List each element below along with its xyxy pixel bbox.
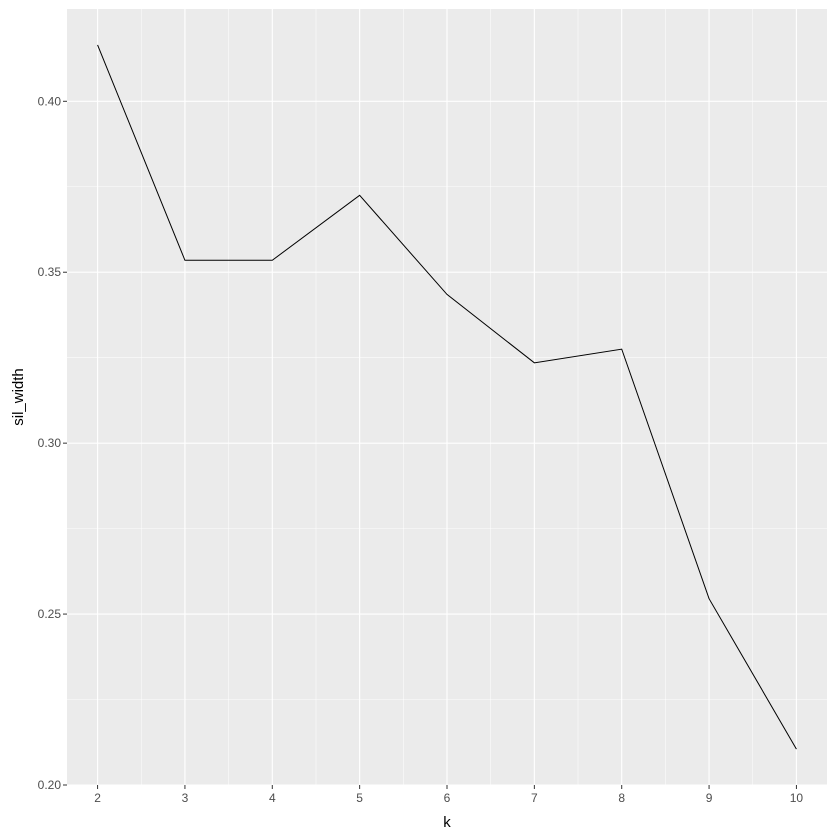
- y-tick-label: 0.30: [38, 436, 62, 450]
- y-axis-ticks: 0.20 0.25 0.30 0.35 0.40: [38, 94, 67, 792]
- y-axis-title: sil_width: [10, 368, 27, 426]
- x-tick-label: 5: [356, 791, 363, 805]
- x-tick-label: 3: [182, 791, 189, 805]
- x-tick-label: 8: [618, 791, 625, 805]
- x-tick-label: 4: [269, 791, 276, 805]
- x-tick-label: 9: [706, 791, 713, 805]
- y-tick-label: 0.20: [38, 778, 62, 792]
- series-line: [97, 44, 797, 750]
- x-tick-label: 10: [790, 791, 804, 805]
- x-tick-label: 6: [444, 791, 451, 805]
- x-tick-label: 2: [94, 791, 101, 805]
- y-tick-label: 0.40: [38, 94, 62, 108]
- x-axis-title: k: [443, 814, 451, 831]
- x-tick-label: 7: [531, 791, 538, 805]
- x-axis-ticks: 2 3 4 5 6 7 8 9 10: [94, 785, 803, 805]
- y-tick-label: 0.35: [38, 265, 62, 279]
- y-tick-label: 0.25: [38, 607, 62, 621]
